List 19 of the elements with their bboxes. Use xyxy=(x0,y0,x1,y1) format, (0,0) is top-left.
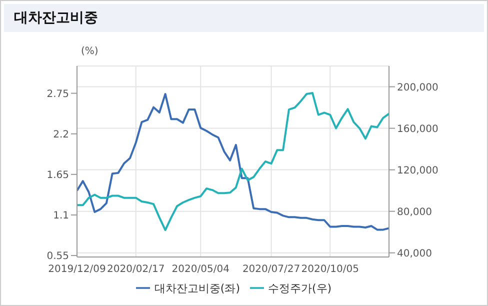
y-tick-label: 2.75 xyxy=(46,88,69,100)
y-tick-label: 1.1 xyxy=(53,210,69,222)
y2-tick-label: 80,000 xyxy=(397,206,432,218)
y-axis-title: (%) xyxy=(81,46,98,57)
y-tick-label: 2.2 xyxy=(53,129,69,140)
y-tick-label: 0.55 xyxy=(46,251,69,262)
x-tick-label: 2020/05/04 xyxy=(172,264,230,276)
y2-tick-label: 120,000 xyxy=(397,165,438,176)
legend-label: 대차잔고비중(좌) xyxy=(154,282,240,295)
x-tick-label: 2020/02/17 xyxy=(107,264,165,276)
y2-tick-label: 200,000 xyxy=(397,82,438,94)
y2-tick-label: 160,000 xyxy=(397,124,438,135)
x-tick-label: 2020/07/27 xyxy=(242,264,300,276)
legend-label: 수정주가(우) xyxy=(268,282,332,295)
y-tick-label: 1.65 xyxy=(46,170,69,181)
y2-tick-label: 40,000 xyxy=(397,248,432,260)
x-tick-label: 2020/10/05 xyxy=(301,264,359,276)
chart-title: 대차잔고비중 xyxy=(4,4,484,32)
x-tick-label: 2019/12/09 xyxy=(48,264,106,276)
